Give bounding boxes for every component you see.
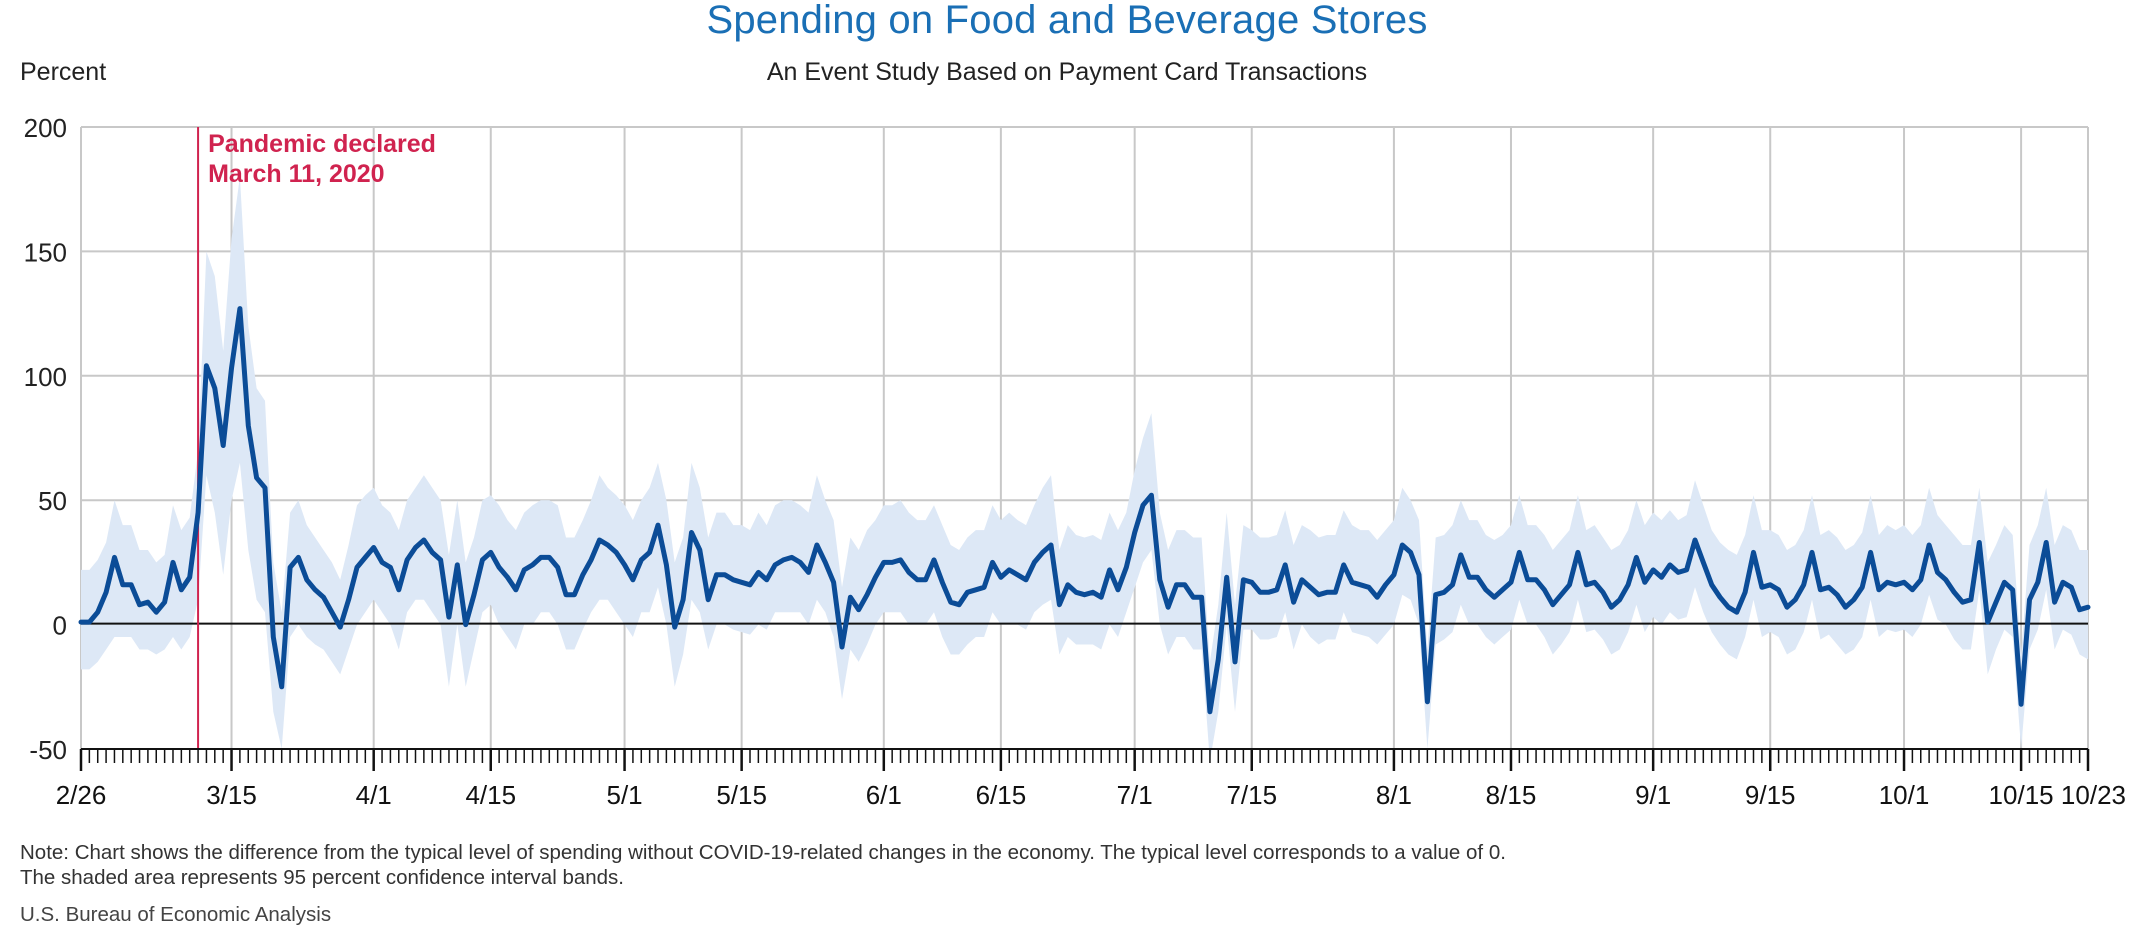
source-credit: U.S. Bureau of Economic Analysis: [20, 903, 332, 926]
chart-subtitle: An Event Study Based on Payment Card Tra…: [766, 58, 1368, 86]
x-tick-label: 5/1: [606, 780, 642, 810]
series-line-layer: [78, 306, 2091, 715]
x-tick-label: 8/15: [1486, 780, 1537, 810]
y-tick-label: 0: [53, 611, 67, 641]
y-tick-label: 200: [24, 113, 67, 143]
y-tick-label: -50: [29, 735, 67, 765]
x-tick-label: 4/1: [356, 780, 392, 810]
x-axis: 2/26 3/15 4/1 4/15 5/1 5/15 6/1 6/15 7/1 7/15 8/1 8…: [56, 748, 2126, 810]
confidence-interval-band: [81, 176, 2088, 762]
x-tick-label: 9/1: [1635, 780, 1671, 810]
x-tick-label: 2/26: [56, 780, 107, 810]
x-tick-label: 8/1: [1376, 780, 1412, 810]
x-tick-label: 7/1: [1117, 780, 1153, 810]
x-tick-label: 10/15: [1989, 780, 2054, 810]
chart-title: Spending on Food and Beverage Stores: [706, 0, 1428, 42]
chart-note: Note: Chart shows the difference from th…: [20, 840, 1506, 890]
x-tick-label: 6/15: [976, 780, 1027, 810]
x-tick-label: 9/15: [1745, 780, 1796, 810]
y-tick-label: 50: [38, 486, 67, 516]
confidence-band: [81, 176, 2088, 762]
y-tick-label: 100: [24, 362, 67, 392]
y-tick-label: 150: [24, 237, 67, 267]
y-axis-tick-labels: -50 0 50 100 150 200: [24, 113, 67, 765]
x-tick-label: 6/1: [866, 780, 902, 810]
event-label-line-2: March 11, 2020: [208, 160, 385, 188]
x-tick-label: 4/15: [465, 780, 516, 810]
note-line-1: Note: Chart shows the difference from th…: [20, 841, 1506, 864]
x-tick-label: 5/15: [716, 780, 767, 810]
x-tick-label: 7/15: [1226, 780, 1277, 810]
note-line-2: The shaded area represents 95 percent co…: [20, 866, 624, 889]
series-line: [78, 306, 2091, 715]
x-tick-label: 10/1: [1879, 780, 1930, 810]
x-tick-label: 3/15: [206, 780, 257, 810]
event-label-line-1: Pandemic declared: [208, 130, 436, 158]
y-axis-unit: Percent: [20, 58, 107, 86]
gridlines: [80, 126, 2089, 749]
x-tick-label: 10/23: [2061, 780, 2126, 810]
